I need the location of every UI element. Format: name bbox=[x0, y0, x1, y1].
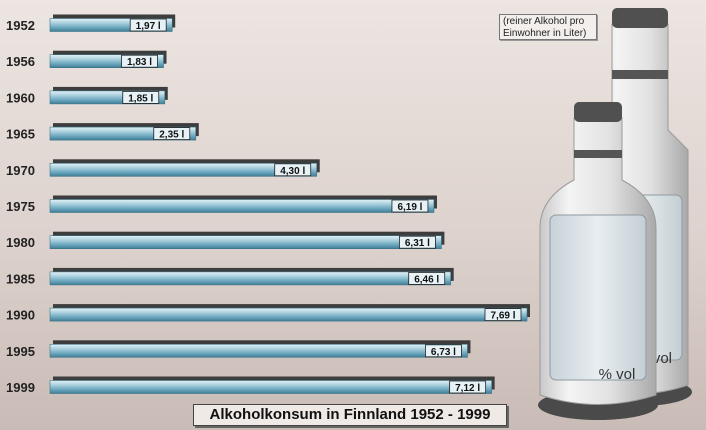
bar-group-1960: 1960 1,85 l bbox=[6, 86, 168, 105]
value-box bbox=[399, 235, 436, 249]
year-label: 1985 bbox=[6, 271, 35, 286]
unit-note: (reiner Alkohol pro Einwohner in Liter) bbox=[499, 14, 597, 40]
year-label: 1960 bbox=[6, 90, 35, 105]
bar-group-1975: 1975 6,19 l bbox=[6, 195, 437, 214]
bar bbox=[49, 380, 492, 394]
bar-group-1952: 1952 1,97 l bbox=[6, 14, 176, 33]
value-label: 6,19 l bbox=[397, 202, 422, 213]
front-bottle-label: % vol bbox=[599, 366, 636, 383]
value-box bbox=[484, 308, 522, 322]
value-label: 7,69 l bbox=[490, 311, 515, 322]
value-label: 1,83 l bbox=[127, 57, 152, 68]
value-label: 1,85 l bbox=[128, 93, 153, 104]
chart-title: Alkoholkonsum in Finnland 1952 - 1999 bbox=[193, 404, 507, 426]
value-box bbox=[122, 91, 160, 104]
year-label: 1990 bbox=[6, 308, 35, 323]
bar-group-1990: 1990 7,69 l bbox=[6, 304, 530, 323]
bottles-illustration: % vol % vol bbox=[538, 8, 692, 420]
value-label: 2,35 l bbox=[159, 130, 184, 141]
bar bbox=[49, 271, 452, 286]
year-label: 1995 bbox=[6, 344, 35, 359]
value-box bbox=[274, 163, 312, 177]
bar-group-1985: 1985 6,46 l bbox=[6, 267, 454, 286]
bar bbox=[49, 235, 442, 249]
value-box bbox=[408, 271, 446, 285]
value-label: 1,97 l bbox=[136, 21, 161, 32]
value-box bbox=[129, 18, 167, 32]
year-label: 1965 bbox=[6, 127, 35, 142]
year-label: 1956 bbox=[6, 54, 35, 69]
year-label: 1952 bbox=[6, 18, 35, 33]
bars-layer: 1952 1,97 l 1956 1,83 l 1960 1,85 l 1965 2,35 l… bbox=[6, 14, 530, 395]
value-label: 6,46 l bbox=[414, 274, 439, 285]
bar bbox=[49, 199, 435, 213]
bar-group-1995: 1995 6,73 l bbox=[6, 340, 471, 359]
value-box bbox=[153, 127, 191, 140]
year-label: 1970 bbox=[6, 163, 35, 178]
value-box bbox=[449, 380, 487, 394]
year-label: 1980 bbox=[6, 235, 35, 250]
front-bottle: % vol bbox=[538, 102, 658, 420]
bar-group-1970: 1970 4,30 l bbox=[6, 159, 320, 178]
value-box bbox=[121, 54, 158, 68]
value-box bbox=[425, 344, 462, 358]
value-label: 4,30 l bbox=[280, 166, 305, 177]
bar-group-1956: 1956 1,83 l bbox=[6, 50, 167, 69]
bar bbox=[49, 307, 528, 322]
value-box bbox=[391, 199, 429, 213]
year-label: 1975 bbox=[6, 199, 35, 214]
bar-group-1999: 1999 7,12 l bbox=[6, 376, 495, 395]
value-label: 6,73 l bbox=[431, 347, 456, 358]
value-label: 7,12 l bbox=[455, 383, 480, 394]
year-label: 1999 bbox=[6, 380, 35, 395]
bar bbox=[49, 343, 468, 358]
bar-group-1965: 1965 2,35 l bbox=[6, 123, 199, 142]
value-label: 6,31 l bbox=[405, 238, 430, 249]
bar bbox=[49, 163, 318, 177]
bar-group-1980: 1980 6,31 l bbox=[6, 231, 445, 250]
